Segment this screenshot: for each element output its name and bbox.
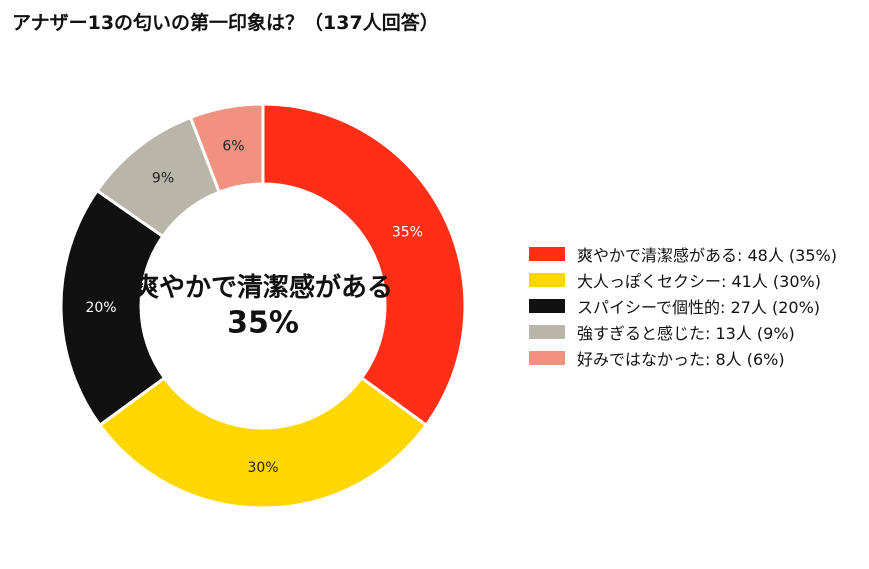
slice-percent-label-3: 20% <box>85 300 116 316</box>
donut-slice-2 <box>97 375 429 510</box>
donut-slice-3 <box>59 188 167 428</box>
legend: 爽やかで清潔感がある: 48人 (35%) 大人っぽくセクシー: 41人 (30%… <box>529 241 837 371</box>
center-category-label: 爽やかで清潔感がある <box>133 272 393 303</box>
legend-label-5: 好みではなかった: 8人 (6%) <box>577 350 785 369</box>
legend-label-3: スパイシーで個性的: 27人 (20%) <box>577 298 821 317</box>
legend-swatch-2 <box>529 273 565 287</box>
legend-label-2: 大人っぽくセクシー: 41人 (30%) <box>577 272 821 291</box>
legend-item-1: 爽やかで清潔感がある: 48人 (35%) <box>529 241 837 267</box>
center-percent-value: 35% <box>227 306 299 341</box>
legend-item-2: 大人っぽくセクシー: 41人 (30%) <box>529 267 837 293</box>
slice-percent-label-2: 30% <box>247 460 278 476</box>
legend-item-3: スパイシーで個性的: 27人 (20%) <box>529 293 837 319</box>
donut-slice-5 <box>188 102 265 195</box>
legend-swatch-3 <box>529 299 565 313</box>
legend-swatch-1 <box>529 247 565 261</box>
legend-swatch-4 <box>529 325 565 339</box>
legend-label-4: 強すぎると感じた: 13人 (9%) <box>577 324 795 343</box>
legend-swatch-5 <box>529 351 565 365</box>
legend-item-5: 好みではなかった: 8人 (6%) <box>529 345 837 371</box>
slice-percent-label-1: 35% <box>392 225 423 241</box>
legend-item-4: 強すぎると感じた: 13人 (9%) <box>529 319 837 345</box>
legend-label-1: 爽やかで清潔感がある: 48人 (35%) <box>577 246 837 265</box>
slice-percent-label-5: 6% <box>222 139 244 155</box>
donut-slice-1 <box>261 102 467 428</box>
chart-title: アナザー13の匂いの第一印象は？（137人回答） <box>12 12 439 34</box>
slice-percent-label-4: 9% <box>152 171 174 187</box>
